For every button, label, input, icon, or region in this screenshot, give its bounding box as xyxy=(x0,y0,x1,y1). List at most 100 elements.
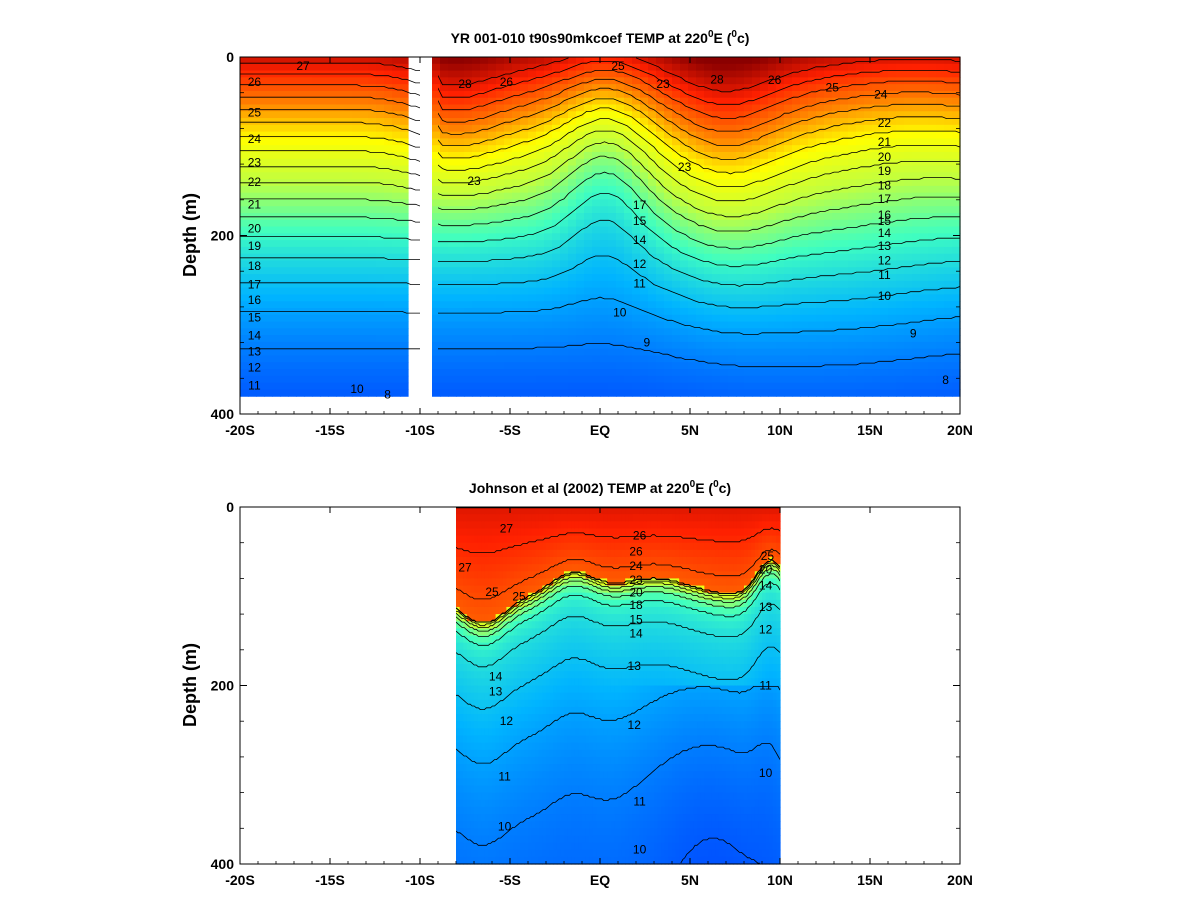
model-field-cell xyxy=(336,158,345,167)
model-field-cell xyxy=(584,131,593,139)
model-field-cell xyxy=(392,226,401,234)
model-field-cell xyxy=(648,84,657,92)
model-field-cell xyxy=(680,118,689,126)
model-field-cell xyxy=(496,260,505,268)
model-field-cell xyxy=(344,172,353,180)
model-field-cell xyxy=(952,274,961,282)
model-field-cell xyxy=(400,226,409,234)
model-field-cell xyxy=(576,131,585,139)
model-field-cell xyxy=(872,253,881,262)
model-field-cell xyxy=(328,321,337,329)
model-field-cell xyxy=(944,172,953,180)
model-field-cell xyxy=(376,260,385,268)
model-field-cell xyxy=(576,63,585,72)
model-field-cell xyxy=(752,199,761,207)
model-field-cell xyxy=(704,192,713,201)
model-field-cell xyxy=(904,90,913,99)
model-field-cell xyxy=(352,301,361,309)
model-field-cell xyxy=(528,287,537,295)
model-field-cell xyxy=(656,294,665,302)
obs-field-cell xyxy=(474,721,479,729)
model-field-cell xyxy=(712,335,721,343)
model-field-cell xyxy=(352,226,361,234)
model-field-cell xyxy=(840,165,849,173)
model-field-cell xyxy=(296,389,305,397)
model-field-cell xyxy=(768,335,777,343)
obs-field-cell xyxy=(474,664,479,672)
model-field-cell xyxy=(512,341,521,350)
model-field-cell xyxy=(904,287,913,295)
model-field-cell xyxy=(360,118,369,126)
model-field-cell xyxy=(584,301,593,309)
model-field-cell xyxy=(688,111,697,119)
model-field-cell xyxy=(464,382,473,390)
model-field-cell xyxy=(704,375,713,384)
model-field-cell xyxy=(800,165,809,173)
obs-field-cell xyxy=(484,728,489,737)
model-field-cell xyxy=(824,267,833,275)
model-field-cell xyxy=(576,84,585,92)
model-field-cell xyxy=(480,260,489,268)
model-field-cell xyxy=(592,233,601,241)
model-field-cell xyxy=(720,321,729,329)
model-field-cell xyxy=(680,226,689,234)
model-field-cell xyxy=(488,314,497,323)
model-field-cell xyxy=(720,382,729,390)
model-field-cell xyxy=(840,314,849,323)
model-field-cell xyxy=(656,124,665,133)
model-field-cell xyxy=(432,294,441,302)
model-field-cell xyxy=(608,118,617,126)
model-field-cell xyxy=(368,267,377,275)
model-field-cell xyxy=(256,219,265,228)
model-field-cell xyxy=(464,233,473,241)
model-field-cell xyxy=(816,233,825,241)
model-field-cell xyxy=(656,314,665,323)
model-field-cell xyxy=(512,335,521,343)
obs-field-cell xyxy=(484,771,489,779)
model-field-cell xyxy=(576,287,585,295)
model-field-cell xyxy=(752,158,761,167)
model-field-cell xyxy=(640,118,649,126)
model-field-cell xyxy=(640,253,649,262)
obs-field-cell xyxy=(470,792,475,801)
model-field-cell xyxy=(376,199,385,207)
obs-field-cell xyxy=(456,571,461,579)
model-field-cell xyxy=(832,341,841,350)
model-field-cell xyxy=(432,118,441,126)
model-field-cell xyxy=(480,253,489,262)
model-field-cell xyxy=(488,104,497,112)
model-field-cell xyxy=(560,246,569,255)
model-field-cell xyxy=(440,131,449,139)
model-field-cell xyxy=(400,240,409,248)
model-field-cell xyxy=(360,131,369,139)
model-field-cell xyxy=(912,70,921,78)
model-field-cell xyxy=(376,335,385,343)
model-field-cell xyxy=(648,138,657,146)
model-contour-15 xyxy=(240,236,420,241)
model-field-cell xyxy=(264,206,273,214)
model-field-cell xyxy=(432,97,441,106)
model-field-cell xyxy=(624,369,633,377)
model-field-cell xyxy=(656,240,665,248)
obs-field-cell xyxy=(481,514,486,522)
obs-field-cell xyxy=(474,806,479,815)
model-field-cell xyxy=(256,206,265,214)
model-field-cell xyxy=(872,124,881,133)
model-field-cell xyxy=(600,355,609,363)
model-field-cell xyxy=(912,138,921,146)
model-field-cell xyxy=(840,301,849,309)
model-field-cell xyxy=(888,369,897,377)
model-field-cell xyxy=(640,246,649,255)
model-field-cell xyxy=(944,70,953,78)
model-field-cell xyxy=(592,341,601,350)
obs-field-cell xyxy=(470,806,475,815)
model-field-cell xyxy=(576,246,585,255)
model-field-cell xyxy=(840,138,849,146)
model-field-cell xyxy=(928,97,937,106)
model-field-cell xyxy=(472,219,481,228)
model-field-cell xyxy=(400,307,409,316)
model-x-tick-label: 5N xyxy=(681,422,699,438)
model-field-cell xyxy=(744,382,753,390)
model-field-cell xyxy=(264,151,273,160)
model-field-cell xyxy=(288,124,297,133)
